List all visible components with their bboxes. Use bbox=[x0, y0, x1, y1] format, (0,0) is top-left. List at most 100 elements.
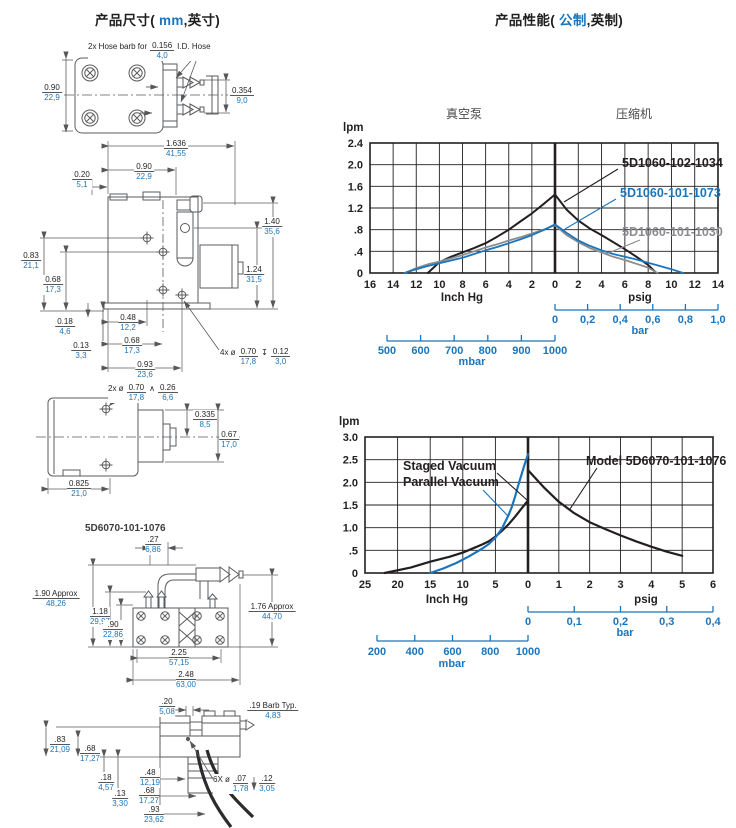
dim-label: 0.335 8,5 bbox=[192, 410, 218, 430]
scale-tick-label: 1000 bbox=[516, 646, 540, 658]
drawing-note: 2x Hose barb for 0.156 4,0 I.D. Hose bbox=[88, 41, 211, 61]
plot-border bbox=[364, 436, 714, 574]
secondary-scale-mbar bbox=[386, 335, 556, 342]
scale-tick-label: 1000 bbox=[543, 345, 567, 357]
x-axis-label: psig bbox=[628, 292, 652, 304]
y-tick-label: 2.5 bbox=[343, 455, 358, 467]
y-tick-label: 2.0 bbox=[343, 477, 358, 489]
scale-tick-label: 0,8 bbox=[678, 314, 693, 326]
y-axis-label: lpm bbox=[343, 122, 363, 134]
y-tick-label: 3.0 bbox=[343, 432, 358, 444]
x-tick-label: 6 bbox=[622, 279, 628, 291]
dim-label: 2.25 57,15 bbox=[168, 648, 190, 668]
x-tick-label: 5 bbox=[492, 579, 498, 591]
dim-label: 1.636 41,55 bbox=[163, 139, 189, 159]
dimensions-header: 产品尺寸( mm,英寸) bbox=[95, 9, 220, 29]
scale-unit-label: bar bbox=[616, 627, 634, 639]
scale-tick-label: 200 bbox=[368, 646, 386, 658]
y-tick-label: .4 bbox=[354, 246, 364, 258]
x-tick-label: 12 bbox=[410, 279, 422, 291]
scale-unit-label: mbar bbox=[459, 356, 487, 368]
y-tick-label: 1.6 bbox=[348, 181, 363, 193]
dim-label: 0.48 12,2 bbox=[118, 313, 138, 333]
curve-label: Parallel Vacuum bbox=[403, 475, 499, 489]
x-tick-label: 0 bbox=[552, 279, 558, 291]
drawing-pump-rear-view bbox=[36, 397, 240, 494]
y-tick-label: 1.0 bbox=[343, 523, 358, 535]
curve-leader-line bbox=[605, 239, 641, 255]
dim-label: 0.67 17,0 bbox=[219, 430, 239, 450]
y-tick-label: 0 bbox=[352, 568, 358, 580]
scale-unit-label: bar bbox=[631, 325, 649, 337]
dim-label: 1.24 31,5 bbox=[244, 265, 264, 285]
x-tick-label: 3 bbox=[617, 579, 623, 591]
dim-label: 0.825 21,0 bbox=[66, 479, 92, 499]
x-tick-label: 6 bbox=[710, 579, 716, 591]
scale-tick-label: 0,2 bbox=[613, 616, 628, 628]
scale-tick-label: 0,6 bbox=[645, 314, 660, 326]
dim-label: .13 3,30 bbox=[112, 789, 128, 809]
secondary-scale-bar bbox=[554, 304, 719, 311]
x-axis-label: Inch Hg bbox=[441, 292, 483, 304]
dim-label: 1.76 Approx 44,70 bbox=[248, 602, 296, 622]
curve-leader-line bbox=[564, 198, 617, 230]
x-tick-label: 0 bbox=[525, 579, 531, 591]
y-tick-label: .5 bbox=[349, 545, 358, 557]
dim-label: 0.90 22,9 bbox=[42, 83, 62, 103]
dim-label: 0.20 5,1 bbox=[72, 170, 92, 190]
performance-header-pre: 产品性能( bbox=[495, 13, 560, 28]
dimensions-header-pre: 产品尺寸( bbox=[95, 13, 160, 28]
dim-label: .83 21,09 bbox=[49, 735, 71, 755]
dim-label: 1.40 35,6 bbox=[262, 217, 282, 237]
scale-tick-label: 900 bbox=[512, 345, 530, 357]
x-tick-label: 5 bbox=[679, 579, 685, 591]
series-5D1060-102-1034 bbox=[426, 193, 658, 274]
drawing-note: 2x ø 0.70 17,8 ∧ 0.26 6,6 bbox=[108, 383, 178, 403]
x-axis-label: Inch Hg bbox=[426, 594, 468, 606]
x-tick-label: 10 bbox=[665, 279, 677, 291]
series-Model 5D6070-101-1076 bbox=[383, 499, 530, 575]
dim-label: 1.90 Approx 48,26 bbox=[32, 589, 80, 609]
x-axis-label: psig bbox=[634, 594, 658, 606]
dim-label: .93 23,62 bbox=[143, 805, 165, 825]
x-tick-label: 10 bbox=[457, 579, 469, 591]
zone-label: 真空泵 bbox=[446, 107, 482, 121]
x-tick-label: 14 bbox=[387, 279, 400, 291]
x-tick-label: 15 bbox=[424, 579, 436, 591]
scale-tick-label: 0,4 bbox=[613, 314, 629, 326]
curve-label: 5D1060-101-1030 bbox=[622, 225, 723, 239]
x-tick-label: 8 bbox=[459, 279, 465, 291]
series-5D1060-101-1073 bbox=[403, 223, 684, 274]
dim-label: .68 17,27 bbox=[138, 786, 160, 806]
dim-label: 0.93 23,6 bbox=[135, 360, 155, 380]
performance-header-unit: 公制 bbox=[559, 13, 587, 28]
performance-header: 产品性能( 公制,英制) bbox=[495, 9, 623, 29]
scale-tick-label: 600 bbox=[443, 646, 461, 658]
x-tick-label: 4 bbox=[599, 279, 606, 291]
series-5D1060-101-1030 bbox=[403, 224, 659, 274]
dimensions-header-unit: mm bbox=[159, 13, 184, 28]
curve-leader-line bbox=[563, 168, 619, 203]
dim-label: 2.48 63,00 bbox=[175, 670, 197, 690]
scale-tick-label: 700 bbox=[445, 345, 463, 357]
model-title-5d6070: 5D6070-101-1076 bbox=[85, 523, 166, 534]
y-tick-label: .8 bbox=[354, 225, 363, 237]
performance-header-post: ,英制) bbox=[586, 13, 624, 28]
scale-tick-label: 1,0 bbox=[710, 314, 725, 326]
y-tick-label: 1.2 bbox=[348, 203, 363, 215]
dim-label: .90 22,86 bbox=[102, 620, 124, 640]
scale-tick-label: 0 bbox=[552, 314, 558, 326]
x-tick-label: 2 bbox=[587, 579, 593, 591]
x-tick-label: 20 bbox=[391, 579, 403, 591]
curve-leader-line bbox=[496, 472, 528, 501]
curve-leader-line bbox=[569, 467, 598, 510]
zone-label: 压缩机 bbox=[616, 106, 652, 121]
x-tick-label: 16 bbox=[364, 279, 376, 291]
dim-label: .18 4,57 bbox=[98, 773, 114, 793]
scale-tick-label: 400 bbox=[406, 646, 424, 658]
curve-label: 5D1060-101-1073 bbox=[620, 186, 721, 200]
